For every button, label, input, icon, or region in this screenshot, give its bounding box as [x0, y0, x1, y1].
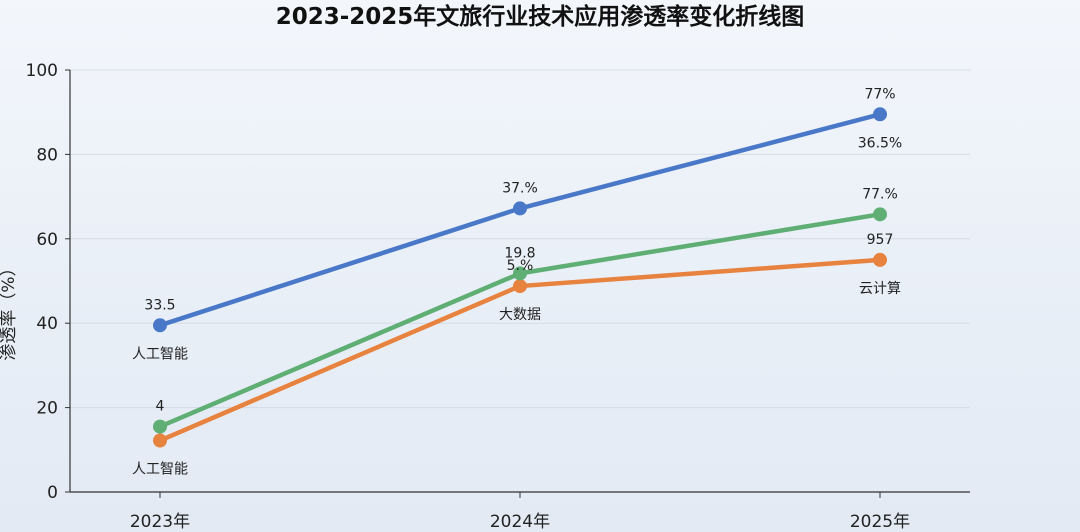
data-label: 大数据 — [499, 307, 541, 323]
data-labels: 33.5 人工智能 37.% 77% 36.5% 4 19.8 77.% 人工智能 5.% 大数据 9… — [132, 86, 902, 477]
data-point — [873, 107, 887, 122]
data-label: 37.% — [502, 180, 538, 196]
data-point — [873, 207, 887, 222]
data-point — [513, 266, 527, 281]
y-tick-label: 60 — [36, 230, 58, 250]
chart-title: 2023-2025年文旅行业技术应用渗透率变化折线图 — [276, 3, 805, 30]
data-point — [153, 318, 167, 333]
x-tick-label: 2023年 — [130, 512, 190, 532]
data-label: 19.8 — [504, 245, 535, 261]
data-label: 77.% — [862, 186, 898, 202]
y-ticks: 0 20 40 60 80 100 — [26, 61, 70, 503]
series-group — [153, 107, 887, 448]
series-line — [157, 112, 883, 328]
x-tick-label: 2025年 — [850, 512, 910, 532]
y-tick-label: 0 — [47, 483, 58, 503]
data-label: 5.% — [507, 258, 534, 274]
data-point — [513, 279, 527, 294]
data-label: 云计算 — [859, 281, 901, 297]
x-ticks: 2023年 2024年 2025年 — [130, 492, 910, 532]
data-label: 77% — [864, 86, 895, 102]
data-label: 33.5 — [144, 297, 175, 313]
data-label: 人工智能 — [132, 462, 188, 478]
y-tick-label: 80 — [36, 145, 58, 165]
data-point — [873, 252, 887, 267]
data-point — [153, 433, 167, 448]
x-tick-label: 2024年 — [490, 512, 550, 532]
y-axis-label: 渗透率（%） — [0, 259, 19, 360]
data-point — [153, 419, 167, 434]
data-point — [513, 201, 527, 216]
data-label: 36.5% — [858, 135, 902, 151]
data-label: 4 — [156, 399, 165, 415]
y-tick-label: 20 — [36, 399, 58, 419]
data-label: 人工智能 — [132, 346, 188, 362]
data-label: 957 — [867, 232, 894, 248]
grid — [70, 69, 970, 409]
y-tick-label: 40 — [36, 314, 58, 334]
y-tick-label: 100 — [26, 61, 58, 81]
